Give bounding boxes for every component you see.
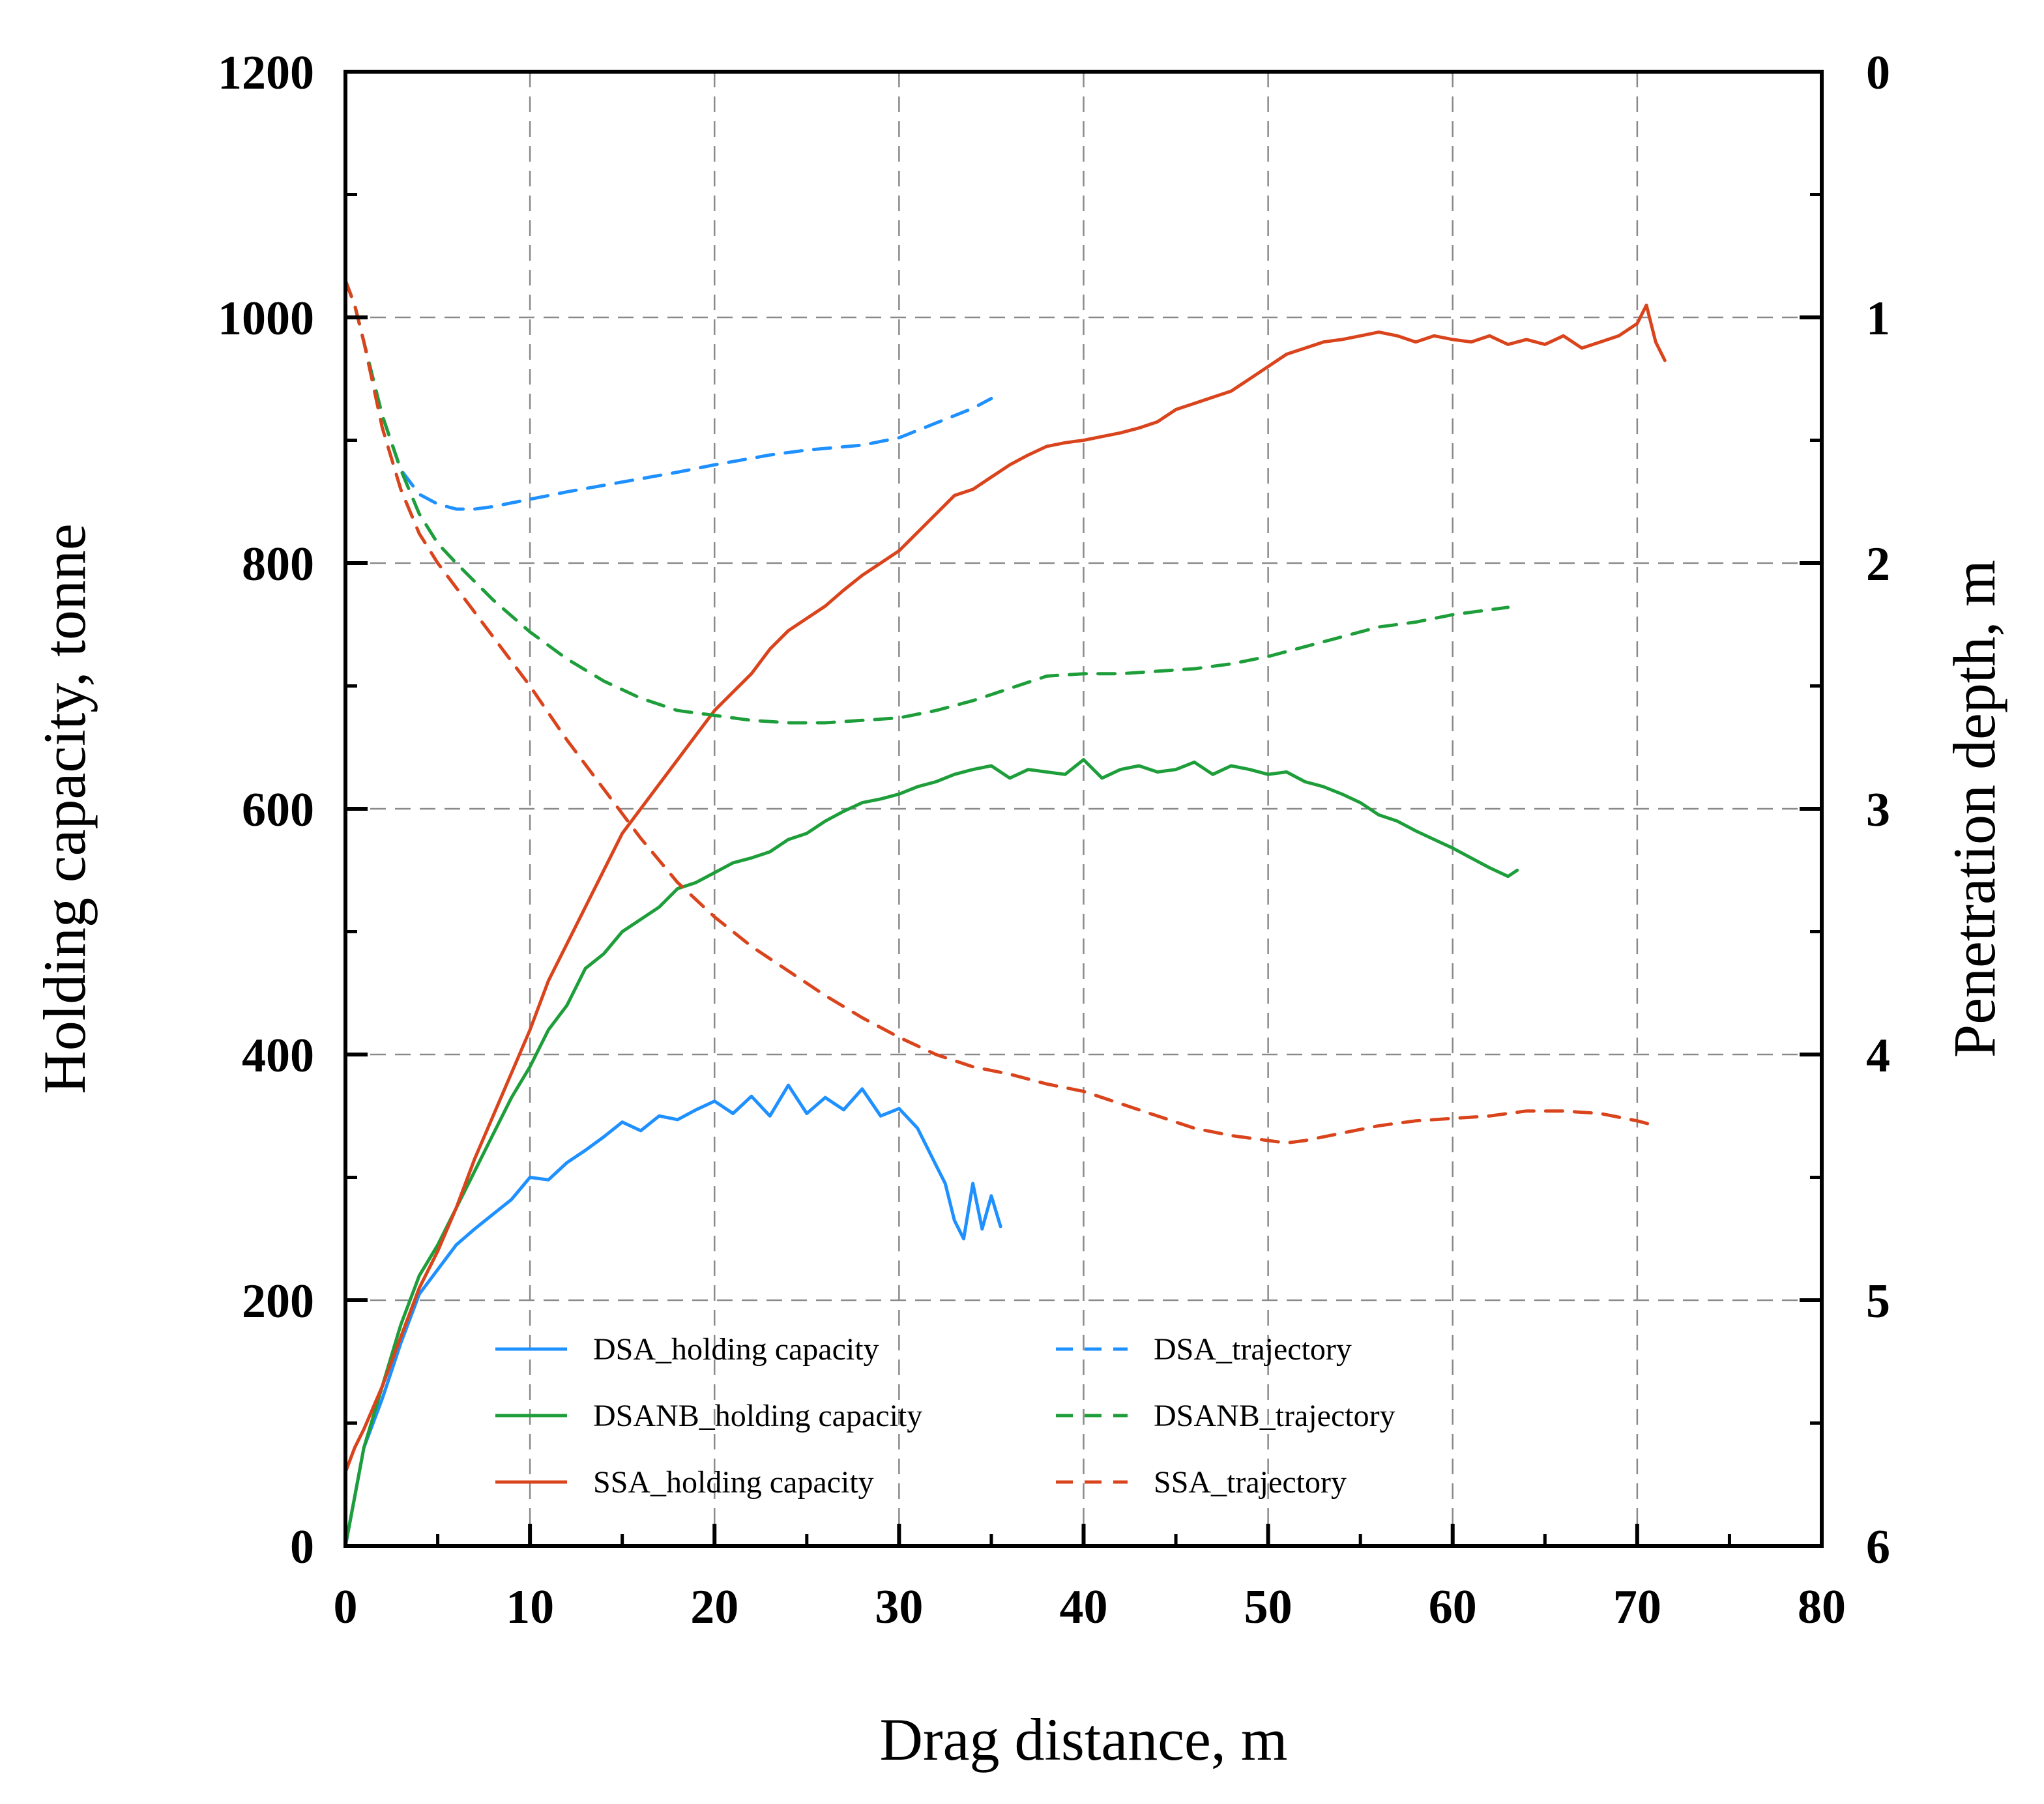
x-tick-label: 20 — [690, 1580, 738, 1634]
y2-tick-label: 6 — [1866, 1520, 1890, 1574]
series-line-dsa-trajectory — [343, 278, 993, 511]
y2-tick-label: 5 — [1866, 1275, 1890, 1328]
y-tick-label: 800 — [242, 538, 314, 591]
legend-label-dsa-trajectory: DSA_trajectory — [1154, 1332, 1352, 1367]
legend-label-ssa-trajectory: SSA_trajectory — [1154, 1465, 1347, 1500]
series-line-ssa-holding-capacity — [343, 303, 1667, 1474]
y2-tick-label: 0 — [1866, 46, 1890, 100]
legend-label-dsa-holding-capacity: DSA_holding capacity — [593, 1332, 879, 1367]
y-tick-label: 0 — [290, 1520, 314, 1574]
legend-label-ssa-holding-capacity: SSA_holding capacity — [593, 1465, 874, 1500]
x-tick-label: 0 — [334, 1580, 358, 1634]
y-tick-label: 1000 — [218, 292, 314, 345]
legend-label-dsanb-holding-capacity: DSANB_holding capacity — [593, 1399, 922, 1433]
x-tick-label: 60 — [1429, 1580, 1477, 1634]
x-tick-label: 40 — [1060, 1580, 1108, 1634]
y-tick-label: 400 — [242, 1029, 314, 1083]
y-tick-label: 600 — [242, 783, 314, 837]
x-axis-title: Drag distance, m — [880, 1706, 1288, 1773]
x-tick-label: 70 — [1613, 1580, 1661, 1634]
y2-tick-label: 4 — [1866, 1029, 1890, 1083]
legend: DSA_holding capacity DSANB_holding capaci… — [495, 1332, 1395, 1500]
y-tick-label: 1200 — [218, 46, 314, 100]
y2-tick-label: 3 — [1866, 783, 1890, 837]
y2-tick-label: 2 — [1866, 538, 1890, 591]
y-axis-title: Holding capacity, tonne — [31, 523, 98, 1094]
series-line-dsa-holding-capacity — [343, 1083, 1002, 1548]
y2-axis-title: Penetration depth, m — [1941, 560, 2008, 1058]
series-line-dsanb-trajectory — [343, 278, 1510, 725]
series-line-dsanb-holding-capacity — [343, 758, 1519, 1548]
y-tick-label: 200 — [242, 1275, 314, 1328]
grid — [345, 72, 1822, 1546]
series-line-ssa-trajectory — [343, 278, 1657, 1145]
series-layer — [343, 278, 1667, 1548]
y2-tick-label: 1 — [1866, 292, 1890, 345]
x-tick-label: 10 — [506, 1580, 554, 1634]
x-tick-label: 30 — [875, 1580, 923, 1634]
x-tick-label: 50 — [1244, 1580, 1292, 1634]
legend-label-dsanb-trajectory: DSANB_trajectory — [1154, 1399, 1395, 1433]
x-tick-label: 80 — [1798, 1580, 1846, 1634]
